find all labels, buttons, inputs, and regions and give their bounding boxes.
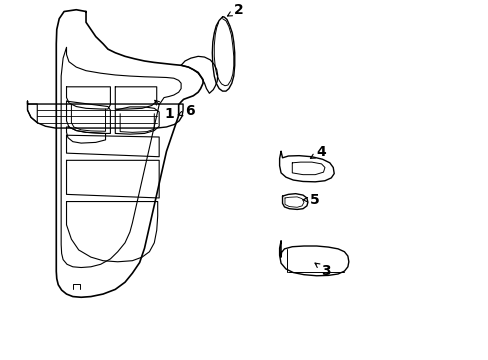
Polygon shape (27, 104, 37, 123)
Polygon shape (56, 10, 203, 297)
Polygon shape (279, 151, 333, 182)
Polygon shape (66, 160, 159, 198)
Polygon shape (66, 202, 158, 262)
Text: 4: 4 (310, 145, 326, 159)
Polygon shape (181, 56, 217, 93)
Polygon shape (27, 101, 183, 128)
Polygon shape (61, 48, 181, 267)
Text: 1: 1 (155, 100, 173, 121)
Polygon shape (292, 162, 325, 175)
Polygon shape (66, 127, 105, 143)
Text: 6: 6 (178, 104, 194, 118)
Polygon shape (115, 107, 159, 134)
Text: 3: 3 (314, 263, 330, 279)
Text: 5: 5 (303, 193, 320, 207)
Polygon shape (279, 241, 348, 276)
Polygon shape (212, 17, 234, 91)
Polygon shape (66, 135, 159, 157)
Text: 2: 2 (227, 3, 243, 17)
Polygon shape (66, 101, 110, 134)
Polygon shape (282, 194, 307, 210)
Polygon shape (66, 87, 110, 109)
Polygon shape (115, 87, 157, 109)
